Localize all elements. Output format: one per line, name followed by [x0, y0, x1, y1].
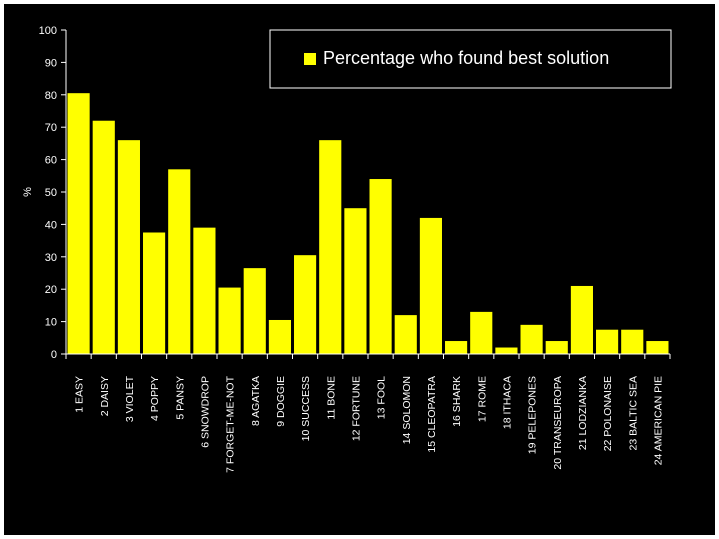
legend-box: [269, 29, 672, 89]
y-tick-label: 90: [45, 57, 57, 69]
x-tick-label: 3 VIOLET: [124, 375, 136, 422]
x-tick-label: 11 BONE: [325, 376, 337, 420]
y-tick-label: 100: [39, 25, 57, 37]
y-tick-label: 0: [51, 349, 57, 361]
x-tick-label: 15 CLEOPATRA: [426, 376, 438, 453]
bar: [143, 232, 166, 354]
x-tick-label: 20 TRANSEUROPA: [552, 376, 564, 470]
x-tick-label: 16 SHARK: [451, 376, 463, 427]
x-tick-label: 9 DOGGIE: [275, 376, 287, 427]
bar: [243, 268, 266, 354]
legend: Percentage who found best solution: [269, 29, 672, 89]
bar: [646, 341, 669, 354]
bar: [520, 324, 543, 354]
bar: [369, 179, 392, 354]
x-axis: 1 EASY 2 DAISY 3 VIOLET 4 POPPY 5 PANSY 6 SNO…: [65, 353, 671, 473]
x-tick-label: 13 FOOL: [376, 376, 388, 419]
x-tick-label: 7 FORGET-ME-NOT: [225, 375, 237, 472]
bar: [294, 255, 317, 354]
y-tick-label: 80: [45, 90, 57, 102]
bars: [67, 93, 669, 355]
x-tick-label: 5 PANSY: [174, 376, 186, 420]
bar: [596, 329, 619, 354]
bar: [268, 319, 291, 354]
bar: [394, 315, 417, 354]
y-tick-label: 60: [45, 155, 57, 167]
x-tick-label: 2 DAISY: [99, 376, 111, 416]
x-tick-label: 23 BALTIC SEA: [627, 376, 639, 451]
bar: [419, 217, 442, 354]
y-tick-label: 50: [45, 187, 57, 199]
bar: [319, 140, 342, 354]
bar: [193, 227, 216, 354]
y-tick-label: 40: [45, 219, 57, 231]
x-tick-label: 10 SUCCESS: [300, 376, 312, 441]
bar: [470, 311, 493, 354]
legend-label: Percentage who found best solution: [323, 48, 609, 68]
x-tick-label: 17 ROME: [476, 376, 488, 422]
x-tick-label: 18 ITHACA: [501, 376, 513, 429]
bar: [344, 208, 367, 354]
bar: [495, 347, 518, 354]
y-tick-label: 10: [45, 317, 57, 329]
x-tick-label: 24 AMERICAN PIE: [652, 376, 664, 465]
y-tick-label: 70: [45, 122, 57, 134]
x-tick-label: 8 AGATKA: [250, 376, 262, 426]
x-tick-label: 1 EASY: [74, 376, 86, 413]
bar: [545, 341, 568, 354]
bar: [168, 169, 191, 354]
bar: [218, 287, 241, 354]
x-tick-label: 22 POLONAISE: [602, 376, 614, 451]
x-tick-label: 14 SOLOMON: [401, 376, 413, 444]
x-tick-label: 4 POPPY: [149, 376, 161, 421]
bar: [621, 329, 644, 354]
bar: [67, 93, 90, 355]
x-tick-label: 21 LODZIANKA: [577, 376, 589, 450]
bar: [117, 140, 140, 354]
bar: [92, 120, 115, 354]
y-axis: 0 10 20 30 40 50 60 70 80 90 100: [39, 25, 67, 361]
legend-swatch: [304, 53, 316, 65]
bar: [570, 285, 593, 354]
bar: [445, 341, 468, 354]
x-tick-label: 6 SNOWDROP: [199, 376, 211, 448]
x-tick-label: 19 PELEPONES: [527, 376, 539, 454]
y-tick-label: 20: [45, 284, 57, 296]
y-axis-label: %: [22, 187, 34, 197]
y-tick-label: 30: [45, 252, 57, 264]
x-tick-label: 12 FORTUNE: [350, 376, 362, 441]
